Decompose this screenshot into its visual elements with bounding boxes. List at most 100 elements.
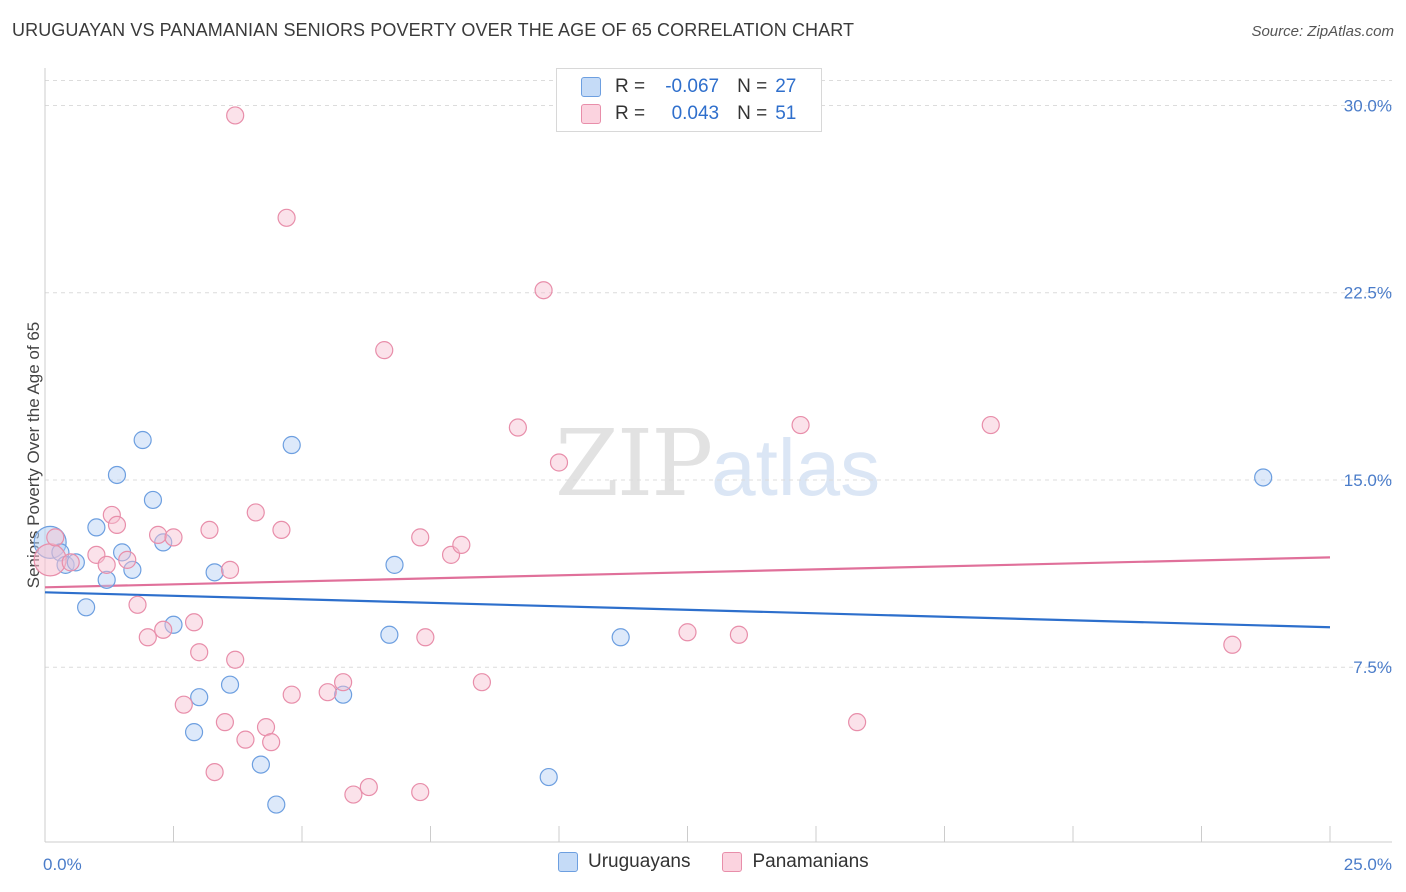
data-point-panamanians	[1223, 635, 1242, 654]
data-point-panamanians	[791, 415, 810, 435]
trend-line-uruguayans	[44, 591, 1331, 629]
x-tick-labels: 0.0% 25.0%	[43, 855, 1392, 874]
legend-item-uruguayans[interactable]: Uruguayans	[558, 851, 690, 873]
y-tick-label: 15.0%	[1344, 471, 1392, 490]
data-point-panamanians	[97, 555, 116, 574]
data-point-panamanians	[411, 782, 430, 802]
data-point-panamanians	[236, 730, 255, 749]
data-point-panamanians	[226, 650, 245, 669]
data-points	[33, 106, 1273, 814]
data-point-uruguayans	[184, 723, 204, 742]
legend-label-uruguayans: Uruguayans	[588, 851, 691, 872]
data-point-panamanians	[205, 762, 224, 782]
data-point-uruguayans	[380, 625, 399, 644]
data-point-uruguayans	[143, 490, 163, 510]
data-point-panamanians	[678, 623, 697, 642]
data-point-panamanians	[138, 628, 157, 647]
legend-item-panamanians[interactable]: Panamanians	[722, 851, 869, 873]
y-tick-label: 22.5%	[1344, 284, 1392, 303]
legend-n-value: 51	[775, 103, 797, 124]
data-point-panamanians	[148, 525, 168, 544]
data-point-panamanians	[118, 550, 137, 569]
trend-lines	[44, 556, 1331, 629]
data-point-panamanians	[164, 528, 183, 547]
legend-row-panamanians: R = 0.043 N = 51	[581, 102, 796, 126]
data-point-panamanians	[272, 520, 291, 540]
data-point-panamanians	[282, 685, 301, 704]
data-point-panamanians	[334, 673, 353, 692]
data-point-uruguayans	[123, 560, 142, 579]
data-point-panamanians	[154, 620, 173, 639]
data-point-panamanians	[262, 733, 281, 752]
data-point-panamanians	[411, 528, 430, 547]
data-point-panamanians	[107, 515, 127, 535]
data-point-panamanians	[729, 625, 749, 644]
x-tick-label: 0.0%	[43, 855, 82, 874]
data-point-uruguayans	[87, 518, 106, 537]
stats-legend: R = -0.067 N = 27 R = 0.043 N = 51	[556, 68, 822, 132]
data-point-panamanians	[226, 106, 245, 125]
source-label: Source: ZipAtlas.com	[1251, 23, 1394, 40]
legend-swatch-uruguayans	[581, 77, 601, 97]
legend-swatch-uruguayans	[558, 852, 578, 872]
data-point-uruguayans	[282, 435, 301, 455]
data-point-panamanians	[215, 713, 234, 732]
data-point-panamanians	[375, 341, 394, 360]
data-point-uruguayans	[1254, 468, 1273, 487]
data-point-uruguayans	[334, 685, 353, 704]
data-point-uruguayans	[267, 795, 286, 814]
data-point-uruguayans	[539, 767, 558, 787]
data-point-panamanians	[981, 415, 1000, 435]
x-tick-label: 25.0%	[1344, 855, 1392, 874]
grid-lines	[45, 79, 1392, 668]
data-point-panamanians	[416, 628, 435, 647]
data-point-uruguayans	[66, 553, 85, 572]
data-point-uruguayans	[133, 430, 152, 450]
data-point-panamanians	[102, 505, 121, 525]
data-point-uruguayans	[385, 555, 404, 574]
legend-n-value: 27	[775, 76, 797, 97]
data-point-panamanians	[190, 643, 209, 662]
data-point-uruguayans	[77, 598, 96, 617]
data-point-panamanians	[472, 673, 491, 692]
legend-swatch-panamanians	[722, 852, 743, 872]
data-point-panamanians	[508, 418, 527, 437]
data-point-panamanians	[184, 613, 204, 632]
data-point-panamanians	[200, 520, 219, 540]
axes	[44, 68, 1392, 843]
data-point-panamanians	[534, 281, 553, 300]
data-point-panamanians	[359, 777, 378, 797]
data-point-panamanians	[174, 695, 193, 714]
y-tick-labels: 7.5% 15.0% 22.5% 30.0%	[1344, 96, 1392, 677]
data-point-uruguayans	[190, 688, 209, 707]
data-point-panamanians	[452, 535, 471, 554]
data-point-uruguayans	[611, 628, 630, 647]
legend-label-panamanians: Panamanians	[752, 851, 869, 872]
legend-r-value: -0.067	[665, 76, 720, 97]
data-point-panamanians	[220, 560, 240, 579]
data-point-uruguayans	[205, 563, 224, 582]
data-point-uruguayans	[220, 675, 240, 694]
legend-n-label: N =	[737, 76, 768, 97]
data-point-uruguayans	[164, 615, 183, 634]
data-point-panamanians	[318, 683, 337, 702]
data-point-panamanians	[549, 453, 569, 472]
legend-row-uruguayans: R = -0.067 N = 27	[581, 75, 796, 99]
chart-title: URUGUAYAN VS PANAMANIAN SENIORS POVERTY …	[12, 20, 855, 40]
data-point-panamanians	[344, 785, 363, 804]
data-point-panamanians	[61, 553, 80, 572]
trend-line-panamanians	[44, 556, 1331, 589]
y-tick-label: 30.0%	[1344, 96, 1392, 115]
data-point-panamanians	[33, 543, 67, 577]
data-point-panamanians	[277, 208, 296, 227]
y-tick-label: 7.5%	[1353, 658, 1392, 677]
legend-r-label: R =	[615, 76, 646, 97]
legend-n-label: N =	[737, 103, 768, 124]
data-point-panamanians	[128, 595, 147, 614]
data-point-uruguayans	[97, 570, 116, 589]
legend-swatch-panamanians	[581, 104, 601, 124]
series-legend: Uruguayans Panamanians	[558, 851, 901, 873]
data-point-panamanians	[246, 503, 265, 522]
data-point-uruguayans	[251, 755, 270, 774]
